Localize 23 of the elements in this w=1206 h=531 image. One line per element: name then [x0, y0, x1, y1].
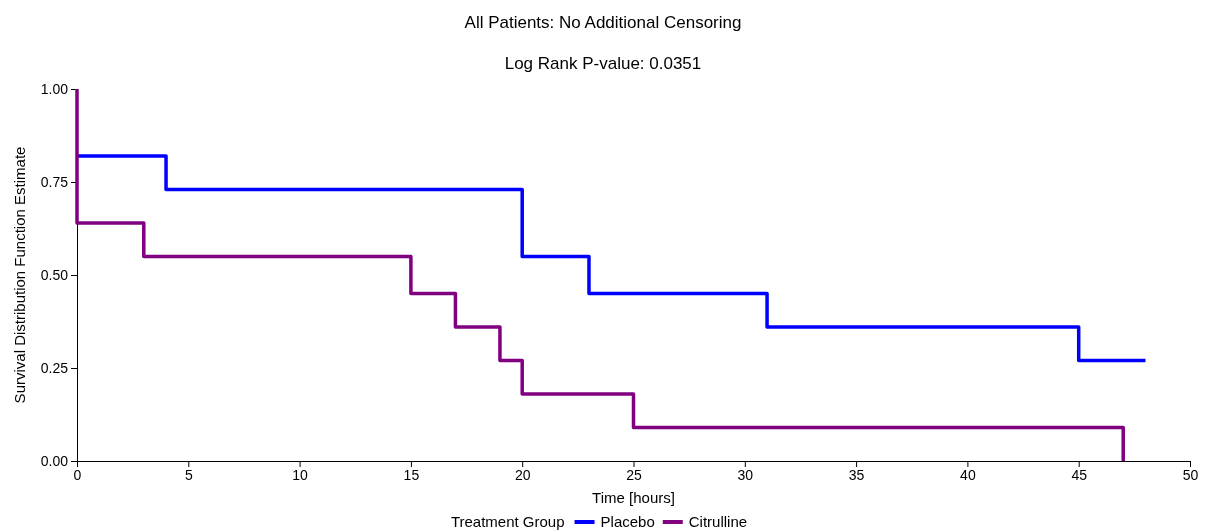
x-tick-label: 50 — [1182, 466, 1199, 483]
y-tick-label: 0.00 — [40, 452, 69, 469]
x-tick-label: 30 — [737, 466, 754, 483]
x-axis-title: Time [hours] — [592, 489, 675, 506]
legend-title: Treatment Group — [450, 513, 565, 530]
x-tick-label: 45 — [1071, 466, 1088, 483]
y-tick-label: 0.25 — [40, 359, 69, 376]
x-tick-label: 15 — [403, 466, 420, 483]
x-tick-label: 5 — [184, 466, 193, 483]
x-tick-label: 10 — [292, 466, 309, 483]
y-tick-label: 1.00 — [40, 80, 69, 97]
legend-label: Citrulline — [688, 513, 748, 530]
x-tick-label: 25 — [626, 466, 642, 483]
x-tick-label: 20 — [514, 466, 531, 483]
chart-subtitle: Log Rank P-value: 0.0351 — [504, 54, 702, 73]
x-tick-label: 35 — [848, 466, 865, 483]
y-tick-label: 0.75 — [40, 173, 69, 190]
x-tick-label: 0 — [73, 466, 82, 483]
y-axis-title: Survival Distribution Function Estimate — [11, 146, 28, 404]
legend-label: Placebo — [600, 513, 655, 530]
x-tick-label: 40 — [960, 466, 976, 483]
y-tick-label: 0.50 — [40, 266, 69, 283]
chart-title: All Patients: No Additional Censoring — [464, 13, 742, 32]
